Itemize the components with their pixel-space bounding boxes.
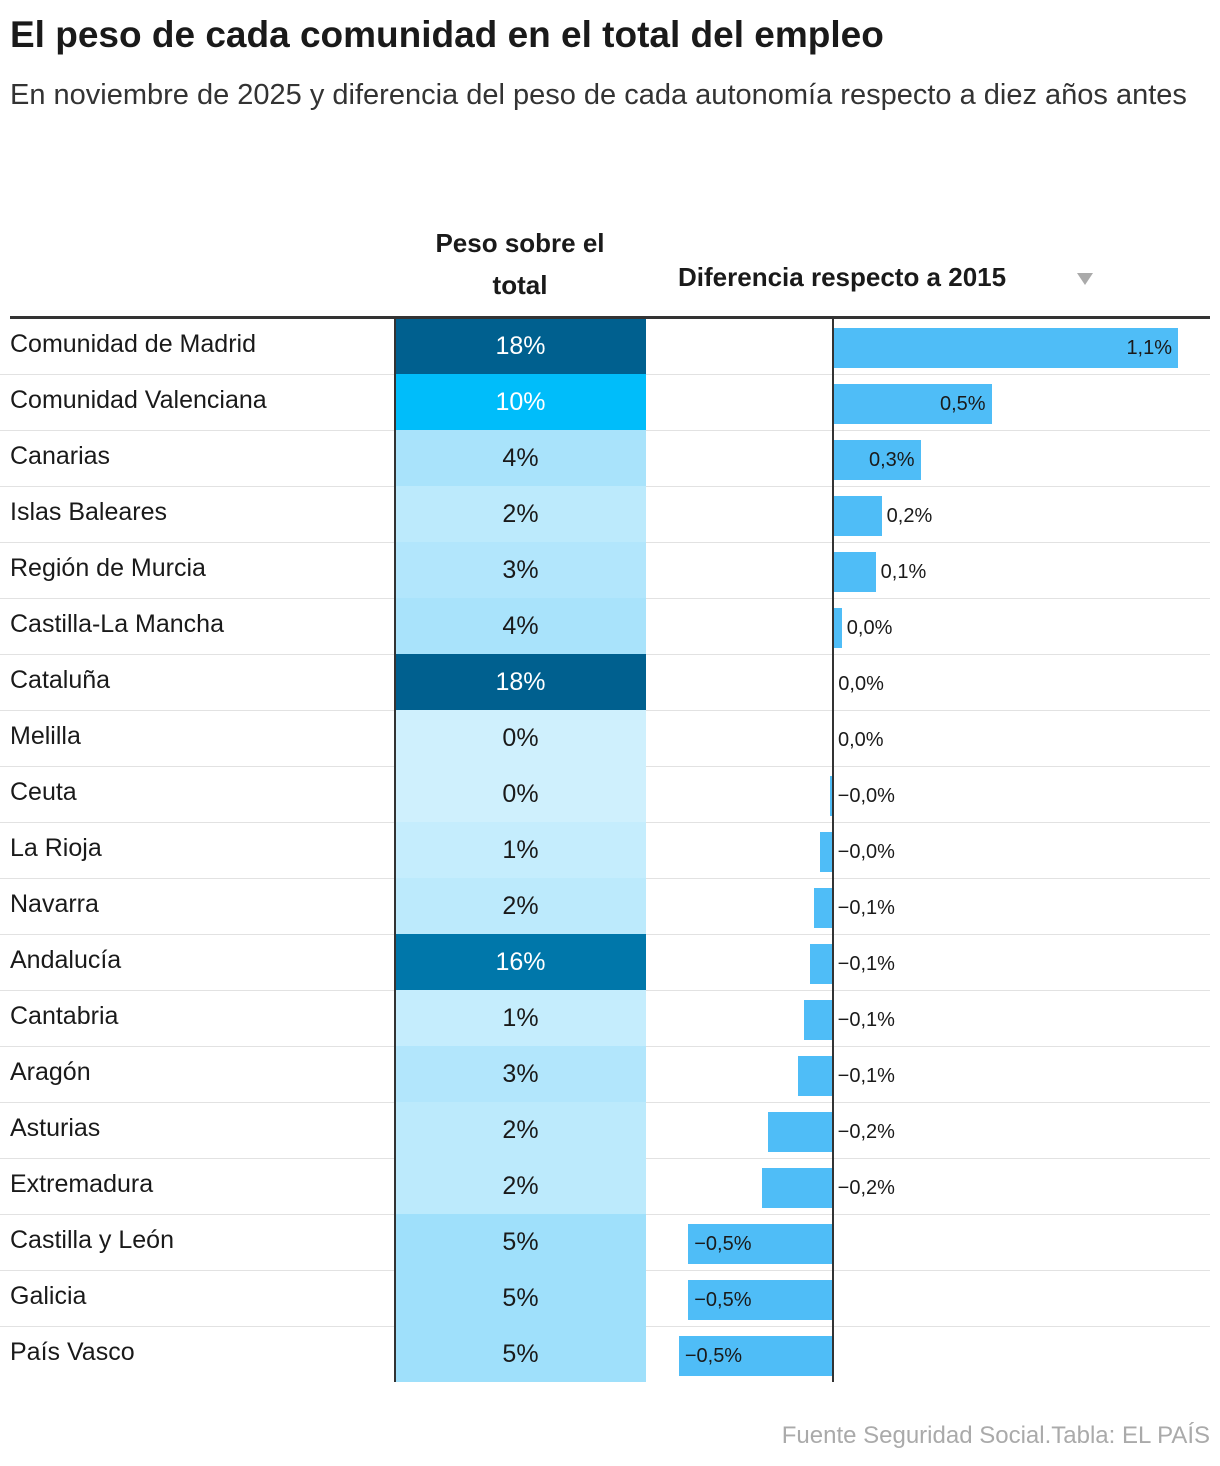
row-name: Castilla y León [10,1226,174,1254]
row-name: Castilla-La Mancha [10,610,224,638]
peso-cell: 4% [395,430,646,486]
row-name: País Vasco [10,1338,135,1366]
peso-cell: 2% [395,1102,646,1158]
diff-label: 0,5% [939,393,986,415]
diff-bar [809,944,833,984]
diff-label: −0,5% [694,1233,752,1255]
row-name: Aragón [10,1058,91,1086]
row-name: Navarra [10,890,99,918]
peso-cell: 5% [395,1270,646,1326]
peso-cell: 5% [395,1326,646,1382]
row-name: Cantabria [10,1002,119,1030]
diff-bar [767,1112,833,1152]
diff-label: −0,0% [837,785,895,807]
row-name: Melilla [10,722,81,750]
diff-label: −0,2% [837,1177,895,1199]
diff-label: 1,1% [1126,337,1173,359]
row-name: Región de Murcia [10,554,206,582]
diff-label: −0,0% [837,841,895,863]
diff-bar [832,328,1179,368]
row-name: Andalucía [10,946,122,974]
row-name: Galicia [10,1282,87,1310]
diff-bar [688,1224,833,1264]
peso-cell: 18% [395,318,646,374]
peso-cell: 0% [395,710,646,766]
row-name: Cataluña [10,666,111,694]
row-name: Asturias [10,1114,101,1142]
diff-bar [829,776,833,816]
peso-cell: 0% [395,766,646,822]
diff-bar [803,1000,833,1040]
diff-bar [832,384,992,424]
diff-bar [761,1168,833,1208]
subtitle: En noviembre de 2025 y diferencia del pe… [10,79,1187,111]
diff-bar [832,440,921,480]
peso-cell: 2% [395,486,646,542]
diff-label: −0,1% [837,1065,895,1087]
diff-label: −0,1% [837,897,895,919]
diff-label: −0,5% [684,1345,743,1367]
diff-bar [678,1336,833,1376]
diff-bar [798,1056,833,1096]
header-rule [10,316,1210,319]
diff-label: 0,0% [838,673,884,695]
row-name: Comunidad de Madrid [10,330,256,358]
peso-cell: 16% [395,934,646,990]
diff-bar [688,1280,833,1320]
row-name: Islas Baleares [10,498,168,526]
peso-cell: 3% [395,1046,646,1102]
row-name: Extremadura [10,1170,154,1198]
diff-label: 0,3% [869,449,915,471]
source: Fuente Seguridad Social.Tabla: EL PAÍS [781,1422,1210,1449]
diff-label: −0,1% [837,1009,895,1031]
peso-cell: 2% [395,878,646,934]
peso-cell: 3% [395,542,646,598]
peso-cell: 4% [395,598,646,654]
diff-bar [813,888,833,928]
peso-cell: 18% [395,654,646,710]
row-name: Comunidad Valenciana [10,386,267,414]
row-name: Ceuta [10,778,77,806]
title: El peso de cada comunidad en el total de… [10,14,884,55]
diff-bar [819,832,833,872]
diff-bar [832,496,882,536]
diff-label: 0,0% [837,729,884,751]
diff-bar [832,608,842,648]
diff-label: 0,1% [880,561,927,583]
column-header: Diferencia respecto a 2015 [678,262,1007,292]
peso-cell: 10% [395,374,646,430]
peso-cell: 1% [395,990,646,1046]
diff-label: −0,1% [837,953,895,975]
diff-label: 0,2% [886,505,933,527]
peso-cell: 1% [395,822,646,878]
sort-icon [1077,273,1093,285]
column-rule [394,318,396,1382]
diff-label: −0,2% [837,1121,895,1143]
row-name: Canarias [10,442,111,470]
diff-bar [832,552,876,592]
peso-cell: 5% [395,1214,646,1270]
zero-line [831,318,834,1382]
row-name: La Rioja [10,834,102,862]
column-header: Peso sobre el total [435,228,605,300]
diff-label: 0,0% [846,617,893,639]
diff-label: −0,5% [694,1289,752,1311]
peso-cell: 2% [395,1158,646,1214]
